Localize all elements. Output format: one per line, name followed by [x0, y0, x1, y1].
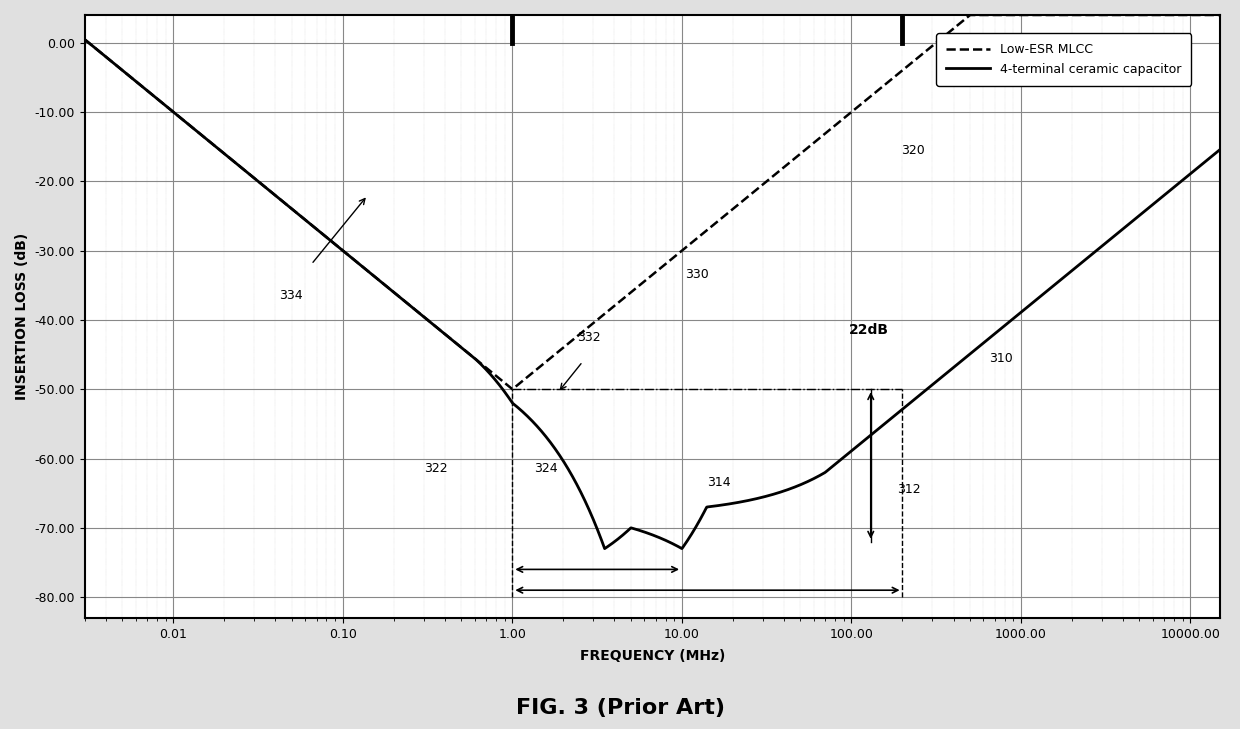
Low-ESR MLCC	[207, 141, 222, 149]
4-terminal ceramic capacitor	[1190, 163, 1205, 171]
Line: Low-ESR MLCC: Low-ESR MLCC	[84, 15, 1220, 389]
Text: 312: 312	[897, 483, 920, 496]
Text: 334: 334	[279, 289, 303, 302]
Low-ESR MLCC	[1192, 11, 1207, 20]
Low-ESR MLCC	[274, 196, 289, 205]
4-terminal ceramic capacitor	[77, 35, 92, 44]
4-terminal ceramic capacitor	[562, 467, 577, 475]
Low-ESR MLCC	[77, 35, 92, 44]
4-terminal ceramic capacitor	[1213, 145, 1228, 154]
Text: FIG. 3 (Prior Art): FIG. 3 (Prior Art)	[516, 698, 724, 718]
Text: 22dB: 22dB	[849, 323, 889, 337]
4-terminal ceramic capacitor	[598, 545, 613, 553]
4-terminal ceramic capacitor	[1069, 263, 1084, 272]
Text: 322: 322	[424, 462, 448, 475]
Low-ESR MLCC	[505, 385, 520, 394]
Text: 320: 320	[900, 144, 924, 157]
4-terminal ceramic capacitor	[513, 405, 528, 414]
Legend: Low-ESR MLCC, 4-terminal ceramic capacitor: Low-ESR MLCC, 4-terminal ceramic capacit…	[936, 34, 1192, 85]
Text: 324: 324	[534, 462, 558, 475]
Low-ESR MLCC	[1213, 11, 1228, 20]
4-terminal ceramic capacitor	[207, 141, 222, 149]
Text: 330: 330	[686, 268, 709, 281]
Text: 314: 314	[707, 476, 730, 489]
4-terminal ceramic capacitor	[274, 196, 289, 205]
Low-ESR MLCC	[963, 11, 978, 20]
Low-ESR MLCC	[1069, 11, 1084, 20]
Text: 332: 332	[577, 331, 600, 343]
Text: 310: 310	[990, 351, 1013, 364]
Low-ESR MLCC	[563, 338, 578, 347]
Line: 4-terminal ceramic capacitor: 4-terminal ceramic capacitor	[84, 39, 1220, 549]
X-axis label: FREQUENCY (MHz): FREQUENCY (MHz)	[580, 649, 725, 663]
Low-ESR MLCC	[513, 378, 528, 387]
Y-axis label: INSERTION LOSS (dB): INSERTION LOSS (dB)	[15, 233, 29, 400]
